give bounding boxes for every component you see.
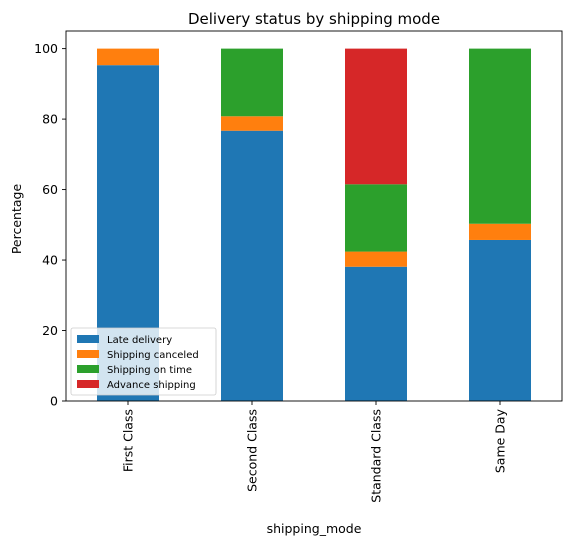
bar-segment-1-3: [345, 266, 407, 401]
y-tick-label-2: 20: [42, 323, 58, 338]
x-tick-label-2: Second Class: [245, 409, 260, 492]
y-axis-label: Percentage: [9, 184, 24, 255]
legend-box: [70, 327, 217, 396]
legend-label-4: Advance shipping: [107, 380, 196, 391]
y-tick-label-5: 80: [42, 112, 58, 127]
legend-swatch-3: [77, 365, 99, 373]
legend-label-2: Shipping canceled: [107, 350, 199, 361]
legend-swatch-4: [77, 380, 99, 388]
bar-segment-2-1: [97, 48, 159, 66]
x-tick-label-3: Standard Class: [369, 409, 384, 503]
legend-swatch-1: [77, 335, 99, 343]
bar-segment-2-3: [345, 251, 407, 267]
x-tick-label-1: First Class: [121, 409, 136, 472]
legend-swatch-2: [77, 350, 99, 358]
y-tick-label-1: 0: [50, 394, 58, 409]
legend-label-1: Late delivery: [107, 335, 172, 346]
bar-segment-3-3: [345, 184, 407, 252]
bar-segment-1-2: [221, 130, 283, 401]
bar-segment-3-2: [221, 48, 283, 117]
bar-segment-4-3: [345, 48, 407, 185]
y-tick-label-6: 100: [34, 41, 58, 56]
x-tick-label-4: Same Day: [493, 408, 508, 473]
legend: Late delivery Shipping canceled Shipping o…: [70, 327, 217, 396]
bar-segment-3-4: [469, 48, 531, 224]
bar-segment-2-2: [221, 116, 283, 131]
y-tick-label-3: 40: [42, 253, 58, 268]
axes-group: 0 20 40 60 80 100 First Class Second Class Stand…: [34, 30, 563, 503]
y-tick-label-4: 60: [42, 182, 58, 197]
bars-group: [97, 48, 531, 402]
plot-frame: [65, 30, 563, 402]
chart-title: Delivery status by shipping mode: [188, 10, 440, 28]
x-axis-label: shipping_mode: [267, 521, 362, 536]
bar-segment-2-4: [469, 223, 531, 240]
legend-label-3: Shipping on time: [107, 365, 192, 376]
bar-segment-1-4: [469, 239, 531, 401]
